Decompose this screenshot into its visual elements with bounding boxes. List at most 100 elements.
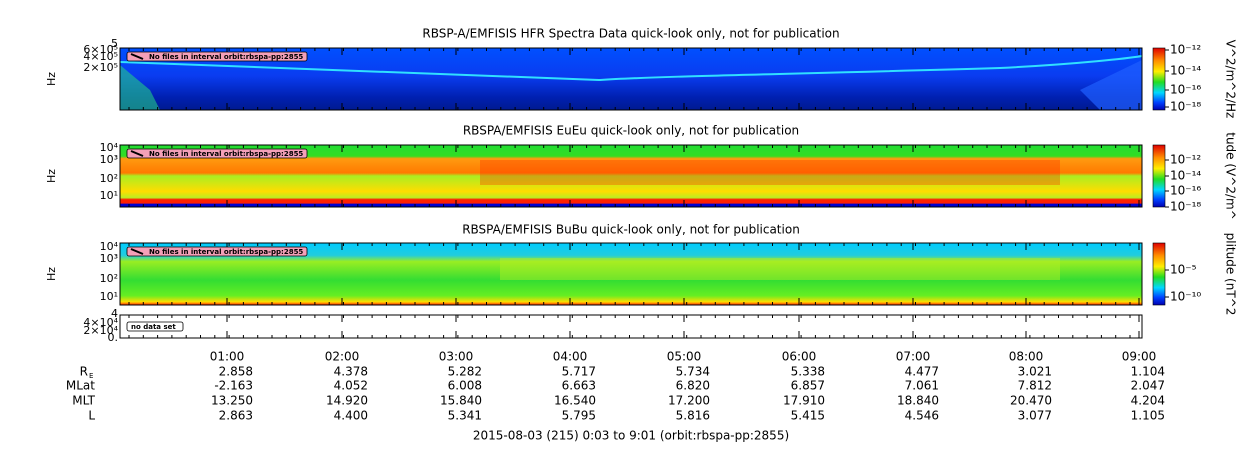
ephemeris-value: 5.795 — [562, 409, 596, 423]
panel-title: RBSP-A/EMFISIS HFR Spectra Data quick-lo… — [422, 27, 839, 41]
colorbar-tick-label: 10⁻¹⁸ — [1170, 100, 1201, 114]
y-tick-label: 5 — [111, 37, 118, 50]
x-tick-label: 04:00 — [553, 350, 588, 364]
ephemeris-value: 17.910 — [783, 394, 825, 408]
ephemeris-value: 5.717 — [562, 365, 596, 379]
y-tick-label: 10³ — [100, 153, 118, 166]
ephemeris-value: 1.104 — [1131, 365, 1165, 379]
ephemeris-value: 5.415 — [791, 409, 825, 423]
colorbar — [1152, 242, 1166, 306]
colorbar-tick-label: 10⁻¹⁸ — [1170, 200, 1201, 214]
ephemeris-value: 4.546 — [905, 409, 939, 423]
ephemeris-value: 14.920 — [326, 394, 368, 408]
colorbar-tick-label: 10⁻¹⁶ — [1170, 184, 1201, 198]
y-axis-label: Hz — [45, 72, 58, 86]
y-tick-label: 10³ — [100, 252, 118, 265]
spectral-feature — [120, 65, 160, 110]
colorbar-tick-label: 10⁻¹² — [1170, 153, 1201, 167]
notice-text: no data set — [131, 323, 176, 331]
ephemeris-label-sub: E — [89, 372, 93, 380]
ephemeris-value: 6.857 — [791, 379, 825, 393]
ephemeris-value: 4.477 — [905, 365, 939, 379]
y-tick-label: 10⁴ — [100, 141, 119, 154]
ephemeris-value: 3.077 — [1018, 409, 1052, 423]
y-tick-label: 10² — [100, 272, 118, 285]
ephemeris-value: 4.400 — [334, 409, 368, 423]
x-tick-label: 06:00 — [782, 350, 817, 364]
y-tick-label: 4×10⁴ — [83, 316, 118, 329]
empty-panel — [119, 314, 1143, 339]
notice-text: No files in interval orbit:rbspa-pp:2855 — [149, 53, 303, 61]
ephemeris-value: 4.204 — [1131, 394, 1165, 408]
ephemeris-value: 7.812 — [1018, 379, 1052, 393]
x-tick-label: 08:00 — [1009, 350, 1044, 364]
ephemeris-value: 2.047 — [1131, 379, 1165, 393]
panel-frame — [119, 47, 1143, 111]
y-tick-label: 10⁴ — [100, 240, 119, 253]
colorbar-tick-label: 10⁻⁵ — [1170, 263, 1197, 277]
y-axis-label: Hz — [45, 267, 58, 281]
ephemeris-label: L — [88, 409, 95, 423]
ephemeris-value: 4.378 — [334, 365, 368, 379]
ephemeris-value: 2.863 — [219, 409, 253, 423]
notice-box — [126, 246, 308, 257]
colorbar-label: V^2/m^2/Hz — [1224, 40, 1238, 119]
y-tick-label: 10² — [100, 172, 118, 185]
ephemeris-value: 5.816 — [676, 409, 710, 423]
notice-icon — [130, 248, 144, 255]
ephemeris-label: MLat — [66, 379, 95, 393]
colorbar — [1152, 144, 1166, 208]
colorbar-tick-label: 10⁻¹² — [1170, 43, 1201, 57]
ephemeris-value: 1.105 — [1131, 409, 1165, 423]
x-tick-label: 02:00 — [325, 350, 360, 364]
colorbar-tick-label: 10⁻¹⁶ — [1170, 83, 1201, 97]
y-tick-label: 4 — [111, 307, 118, 320]
ephemeris-label: MLT — [72, 394, 95, 408]
x-tick-label: 03:00 — [439, 350, 474, 364]
panel-frame — [119, 242, 1143, 306]
colorbar-tick-label: 10⁻¹⁴ — [1170, 64, 1201, 78]
spectral-feature — [500, 258, 1060, 280]
ephemeris-value: 5.282 — [448, 365, 482, 379]
ephemeris-value: 17.200 — [668, 394, 710, 408]
ephemeris-value: 5.338 — [791, 365, 825, 379]
y-tick-label: 10¹ — [100, 189, 118, 202]
ephemeris-value: 6.008 — [448, 379, 482, 393]
y-axis-label: Hz — [45, 169, 58, 183]
ephemeris-value: 5.341 — [448, 409, 482, 423]
footer: 2015-08-03 (215) 0:03 to 9:01 (orbit:rbs… — [473, 429, 789, 443]
notice-text: No files in interval orbit:rbspa-pp:2855 — [149, 150, 303, 158]
ephemeris-value: 4.052 — [334, 379, 368, 393]
panel-title: RBSPA/EMFISIS EuEu quick-look only, not … — [463, 124, 799, 138]
x-tick-label: 01:00 — [210, 350, 245, 364]
colorbar-tick-label: 10⁻¹⁰ — [1170, 290, 1201, 304]
notice-icon — [130, 53, 144, 60]
x-tick-label: 05:00 — [667, 350, 702, 364]
ephemeris-value: 20.470 — [1010, 394, 1052, 408]
notice-box — [126, 148, 308, 159]
ephemeris-value: 15.840 — [440, 394, 482, 408]
y-tick-label: 0. — [108, 331, 119, 344]
spectral-feature — [119, 55, 1143, 82]
x-tick-label: 07:00 — [896, 350, 931, 364]
ephemeris-value: 6.820 — [676, 379, 710, 393]
notice-icon — [130, 150, 144, 157]
ephemeris-value: 13.250 — [211, 394, 253, 408]
y-tick-label: 4×10⁵ — [83, 50, 118, 63]
y-tick-label: 6×10⁵ — [83, 43, 118, 56]
ephemeris-value: -2.163 — [214, 379, 253, 393]
colorbar-label: tude (V^2/m^ — [1224, 132, 1238, 220]
spectral-feature — [1080, 60, 1142, 110]
panel-title: RBSPA/EMFISIS BuBu quick-look only, not … — [462, 223, 800, 237]
y-tick-label: 2×10⁴ — [83, 324, 118, 337]
notice-box — [126, 321, 184, 332]
panel-frame — [119, 144, 1143, 208]
colorbar-label: plitude (nT^2 — [1224, 233, 1238, 316]
y-tick-label: 10¹ — [100, 290, 118, 303]
ephemeris-value: 2.858 — [219, 365, 253, 379]
y-tick-label: 2×10⁵ — [83, 61, 118, 74]
colorbar-tick-label: 10⁻¹⁴ — [1170, 169, 1201, 183]
ephemeris-value: 3.021 — [1018, 365, 1052, 379]
spectral-feature — [480, 160, 1060, 185]
notice-text: No files in interval orbit:rbspa-pp:2855 — [149, 248, 303, 256]
